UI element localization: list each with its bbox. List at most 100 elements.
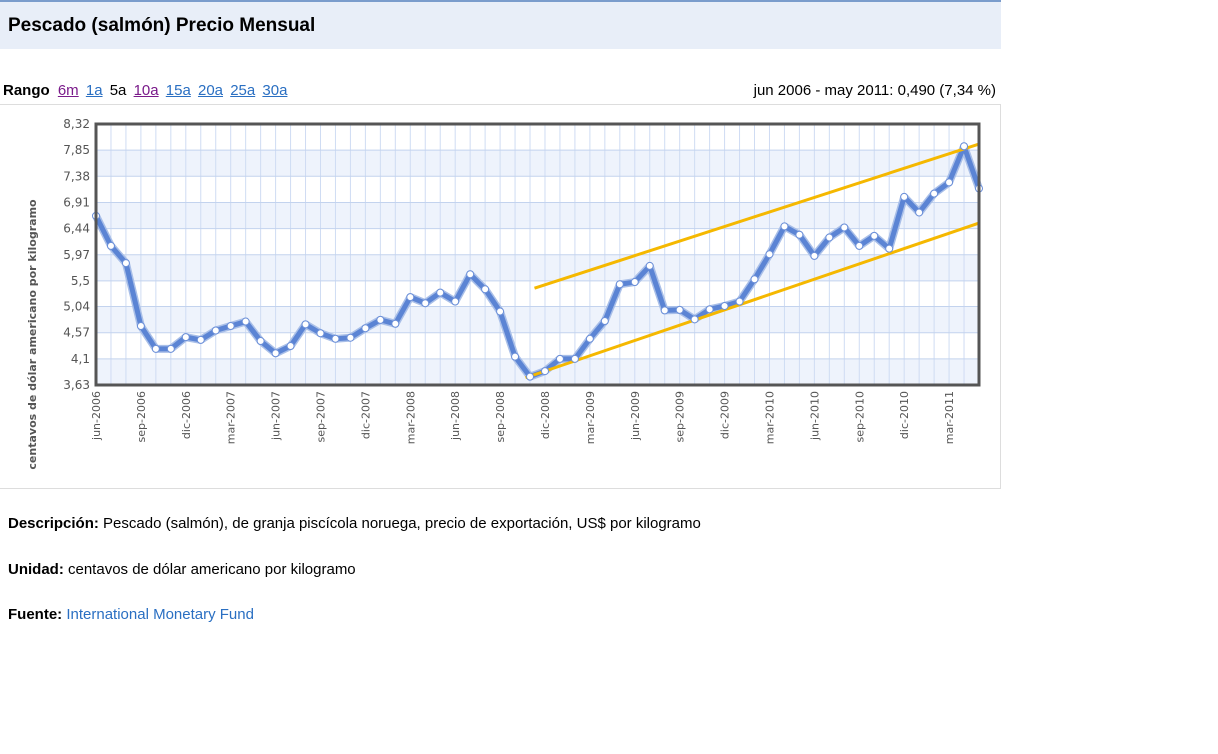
data-point xyxy=(645,261,654,270)
data-point xyxy=(945,178,954,187)
y-tick-label: 8,32 xyxy=(63,117,90,131)
x-tick-label: mar-2007 xyxy=(225,391,238,444)
y-tick-label: 3,63 xyxy=(63,378,90,392)
data-point xyxy=(750,275,759,284)
data-point xyxy=(331,334,340,343)
range-20a[interactable]: 20a xyxy=(197,82,224,99)
data-point xyxy=(361,324,370,333)
x-tick-label: dic-2010 xyxy=(898,391,911,439)
range-15a[interactable]: 15a xyxy=(165,82,191,99)
range-5a-current: 5a xyxy=(109,82,127,99)
data-point xyxy=(780,222,789,231)
data-point xyxy=(496,307,505,316)
data-point xyxy=(256,337,265,346)
data-point xyxy=(451,297,460,306)
data-point xyxy=(555,354,564,363)
data-point xyxy=(181,333,190,342)
data-point xyxy=(765,250,774,259)
x-tick-label: dic-2007 xyxy=(359,391,372,439)
data-point xyxy=(526,372,535,381)
grid-band xyxy=(96,176,979,203)
data-point xyxy=(795,230,804,239)
data-point xyxy=(151,344,160,353)
x-tick-label: jun-2008 xyxy=(449,391,462,441)
data-point xyxy=(376,315,385,324)
unit-text: centavos de dólar americano por kilogram… xyxy=(68,561,356,578)
range-25a[interactable]: 25a xyxy=(230,82,256,99)
y-tick-label: 7,38 xyxy=(63,169,90,183)
x-tick-label: sep-2010 xyxy=(853,391,866,442)
data-point xyxy=(915,208,924,217)
data-point xyxy=(301,320,310,329)
range-30a[interactable]: 30a xyxy=(262,82,288,99)
data-point xyxy=(585,334,594,343)
data-point xyxy=(825,233,834,242)
x-tick-label: jun-2007 xyxy=(270,391,283,441)
unit-label: Unidad: xyxy=(8,561,64,578)
data-point xyxy=(106,241,115,250)
source-label: Fuente: xyxy=(8,606,63,623)
data-point xyxy=(211,326,220,335)
data-point xyxy=(540,367,549,376)
data-point xyxy=(316,329,325,338)
x-tick-label: sep-2007 xyxy=(314,391,327,442)
y-axis-label: centavos de dólar americano por kilogram… xyxy=(26,199,39,470)
source-link[interactable]: International Monetary Fund xyxy=(66,606,254,623)
data-point xyxy=(720,301,729,310)
data-point xyxy=(481,285,490,294)
range-6m[interactable]: 6m xyxy=(57,82,79,99)
grid-band xyxy=(96,124,979,151)
trendline-upper-channel xyxy=(534,142,980,290)
x-tick-label: jun-2006 xyxy=(90,391,103,441)
y-tick-label: 4,1 xyxy=(71,352,90,366)
range-1a[interactable]: 1a xyxy=(85,82,103,99)
x-tick-label: dic-2009 xyxy=(719,391,732,439)
y-tick-label: 6,91 xyxy=(63,195,90,209)
data-point xyxy=(421,299,430,308)
range-selector: Rango 6m 1a 5a 10a 15a 20a 25a 30a xyxy=(3,82,290,99)
data-point xyxy=(810,251,819,260)
x-tick-label: mar-2010 xyxy=(763,391,776,444)
chart-container: 3,63 4,1 4,57 5,04 5,5 5,97 6,44 6,91 7,38 7,85 8,… xyxy=(0,104,1001,489)
price-chart: 3,63 4,1 4,57 5,04 5,5 5,97 6,44 6,91 7,38 7,85 8,… xyxy=(26,117,983,470)
data-point xyxy=(885,244,894,253)
data-point xyxy=(960,142,969,151)
page-header: Pescado (salmón) Precio Mensual xyxy=(0,0,1001,49)
data-point xyxy=(136,322,145,331)
plot-frame xyxy=(94,122,981,387)
range-summary: jun 2006 - may 2011: 0,490 (7,34 %) xyxy=(753,82,996,99)
data-point xyxy=(391,319,400,328)
unit: Unidad: centavos de dólar americano por … xyxy=(8,561,356,578)
data-point xyxy=(406,293,415,302)
data-point xyxy=(241,317,250,326)
data-point xyxy=(121,259,130,268)
data-point xyxy=(570,354,579,363)
x-tick-label: sep-2009 xyxy=(674,391,687,442)
source: Fuente: International Monetary Fund xyxy=(8,606,254,623)
y-tick-label: 5,04 xyxy=(63,300,90,314)
data-point xyxy=(660,306,669,315)
grid-band xyxy=(96,280,979,307)
data-point xyxy=(226,322,235,331)
trendline-lower-channel xyxy=(525,221,980,380)
data-point xyxy=(436,288,445,297)
range-10a[interactable]: 10a xyxy=(133,82,159,99)
grid-band xyxy=(96,150,979,177)
data-point xyxy=(930,189,939,198)
x-tick-label: sep-2006 xyxy=(135,391,148,442)
data-point xyxy=(600,317,609,326)
data-point xyxy=(855,241,864,250)
y-tick-label: 5,97 xyxy=(63,248,90,262)
data-point xyxy=(870,231,879,240)
description-text: Pescado (salmón), de granja piscícola no… xyxy=(103,515,701,532)
description-label: Descripción: xyxy=(8,515,99,532)
x-tick-label: dic-2006 xyxy=(180,391,193,439)
data-point xyxy=(196,335,205,344)
grid-band xyxy=(96,202,979,229)
grid-band xyxy=(96,332,979,359)
grid-band xyxy=(96,254,979,281)
data-point xyxy=(271,349,280,358)
data-point xyxy=(900,192,909,201)
data-point xyxy=(690,315,699,324)
description: Descripción: Pescado (salmón), de granja… xyxy=(8,515,701,532)
